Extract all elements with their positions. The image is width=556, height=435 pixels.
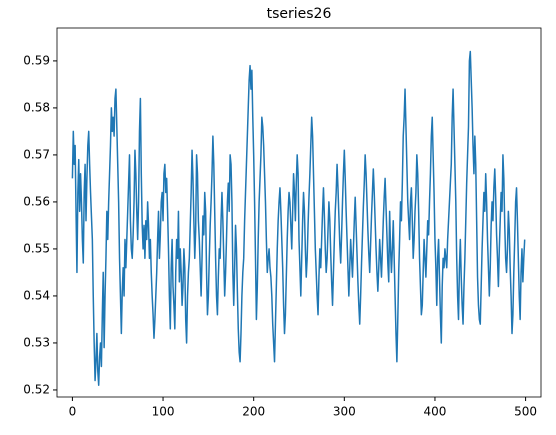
y-tick-label: 0.54 (23, 288, 50, 302)
x-tick-label: 200 (242, 405, 265, 419)
y-tick-label: 0.59 (23, 53, 50, 67)
y-tick-label: 0.55 (23, 241, 50, 255)
y-tick-label: 0.52 (23, 382, 50, 396)
plot-frame (56, 27, 542, 398)
x-tick-label: 100 (152, 405, 175, 419)
y-tick-label: 0.57 (23, 147, 50, 161)
x-tick-label: 0 (69, 405, 77, 419)
line (71, 50, 526, 386)
y-tick-label: 0.56 (23, 194, 50, 208)
x-tick-label: 300 (333, 405, 356, 419)
chart-title: tseries26 (267, 6, 332, 22)
y-tick-label: 0.53 (23, 335, 50, 349)
x-tick-label: 500 (514, 405, 537, 419)
y-tick-label: 0.58 (23, 100, 50, 114)
x-tick-label: 400 (424, 405, 447, 419)
